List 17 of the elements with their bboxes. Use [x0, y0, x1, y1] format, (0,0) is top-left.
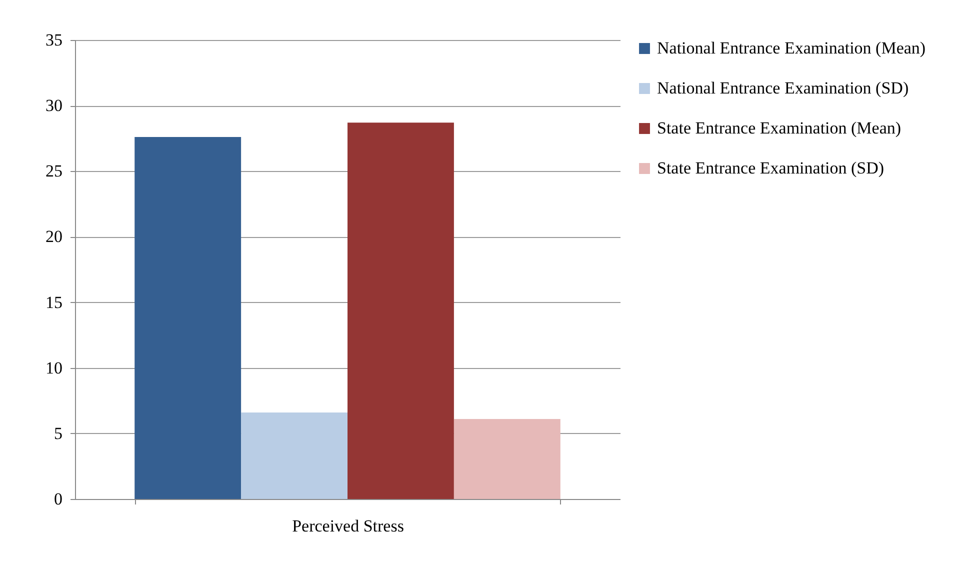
y-tick-label: 10: [46, 358, 62, 378]
y-tick-label: 15: [46, 292, 62, 312]
legend-label: National Entrance Examination (SD): [657, 78, 909, 98]
legend-label: State Entrance Examination (Mean): [657, 118, 902, 138]
y-tick-label: 25: [46, 162, 62, 181]
y-tick-label: 20: [46, 227, 62, 246]
bar: [241, 412, 348, 499]
y-tick-label: 35: [46, 30, 62, 50]
legend-label: State Entrance Examination (SD): [657, 158, 884, 178]
bar: [348, 122, 454, 499]
bar: [454, 419, 560, 499]
y-tick-label: 5: [54, 424, 62, 443]
x-tick-label: Perceived Stress: [292, 516, 404, 536]
y-tick-label: 30: [46, 96, 62, 116]
bar: [134, 137, 242, 499]
legend-label: National Entrance Examination (Mean): [657, 38, 926, 58]
y-tick-label: 0: [54, 490, 62, 508]
